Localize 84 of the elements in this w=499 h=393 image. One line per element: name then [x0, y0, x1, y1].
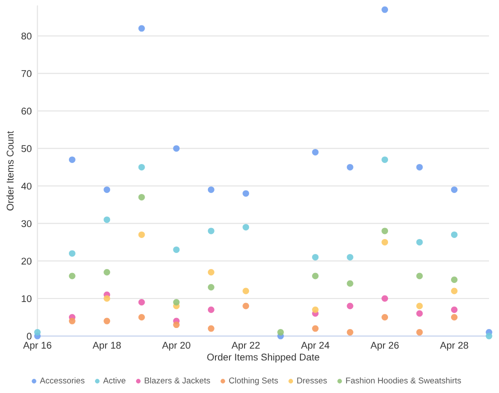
y-tick-label: 20 — [22, 258, 32, 265]
y-tick-label: 80 — [21, 32, 32, 40]
x-tick-label: Apr 24 — [301, 342, 330, 351]
legend-label: Clothing Sets — [229, 377, 278, 386]
point — [382, 156, 388, 163]
y-tick-label: 50 — [21, 145, 32, 152]
point — [242, 302, 250, 310]
y-tick-label: 30 — [21, 220, 32, 228]
point — [104, 216, 110, 223]
point — [208, 306, 214, 314]
point — [208, 284, 214, 291]
legend-label: Accessories — [40, 377, 84, 384]
point — [382, 238, 388, 246]
legend-label: Blazers & Jackets — [144, 377, 210, 384]
point — [416, 310, 423, 317]
point — [451, 306, 458, 314]
point — [138, 194, 145, 200]
point — [312, 306, 319, 314]
legend-label: Active — [103, 377, 126, 384]
point — [382, 295, 388, 302]
x-tick-label: Apr 18 — [92, 342, 121, 351]
point — [346, 329, 354, 336]
y-tick-label: 0 — [26, 332, 32, 340]
point — [451, 276, 458, 283]
point — [138, 231, 145, 238]
y-tick-label: 40 — [21, 182, 32, 190]
point — [312, 254, 319, 260]
point — [104, 186, 110, 193]
point — [138, 298, 145, 306]
point — [346, 164, 354, 170]
point — [68, 272, 76, 280]
point — [68, 156, 76, 163]
y-tick-label: 10 — [22, 295, 32, 302]
point — [208, 268, 214, 276]
point — [451, 288, 458, 294]
point — [346, 302, 354, 310]
point — [173, 145, 180, 152]
point — [104, 268, 110, 276]
point — [416, 272, 423, 280]
point — [416, 238, 423, 246]
point — [382, 6, 388, 13]
point — [208, 186, 214, 193]
point — [277, 329, 284, 336]
point — [346, 254, 354, 260]
point — [208, 228, 214, 234]
point — [242, 224, 250, 230]
point — [138, 25, 145, 32]
x-axis-title: Order Items Shipped Date — [207, 353, 320, 362]
point — [138, 164, 145, 170]
point — [416, 164, 423, 170]
x-tick-label: Apr 16 — [23, 342, 52, 351]
point — [104, 295, 110, 302]
point — [242, 190, 250, 197]
point — [382, 314, 388, 321]
point — [173, 246, 180, 253]
point — [68, 318, 76, 324]
legend-label: Dresses — [297, 378, 327, 384]
x-tick-label: Apr 22 — [232, 342, 260, 351]
point — [451, 231, 458, 238]
x-tick-label: Apr 26 — [370, 342, 399, 351]
y-tick-label: 70 — [22, 70, 32, 78]
point — [451, 314, 458, 321]
point — [451, 186, 458, 193]
point — [138, 314, 145, 321]
point — [382, 228, 388, 234]
point — [312, 325, 319, 332]
y-axis-title: Order Items Count — [6, 131, 14, 210]
point — [346, 280, 354, 287]
point — [312, 148, 319, 156]
point — [173, 322, 180, 328]
point — [312, 272, 319, 280]
point — [486, 332, 492, 340]
point — [68, 250, 76, 257]
legend-label: Fashion Hoodies & Sweatshirts — [346, 377, 461, 384]
point — [416, 302, 423, 310]
point — [173, 298, 180, 306]
point — [208, 325, 214, 332]
point — [34, 329, 41, 336]
x-tick-label: Apr 28 — [440, 342, 468, 351]
y-tick-label: 60 — [22, 108, 32, 115]
x-tick-label: Apr 20 — [162, 342, 190, 351]
point — [104, 318, 110, 324]
point — [242, 288, 250, 294]
point — [416, 329, 423, 336]
